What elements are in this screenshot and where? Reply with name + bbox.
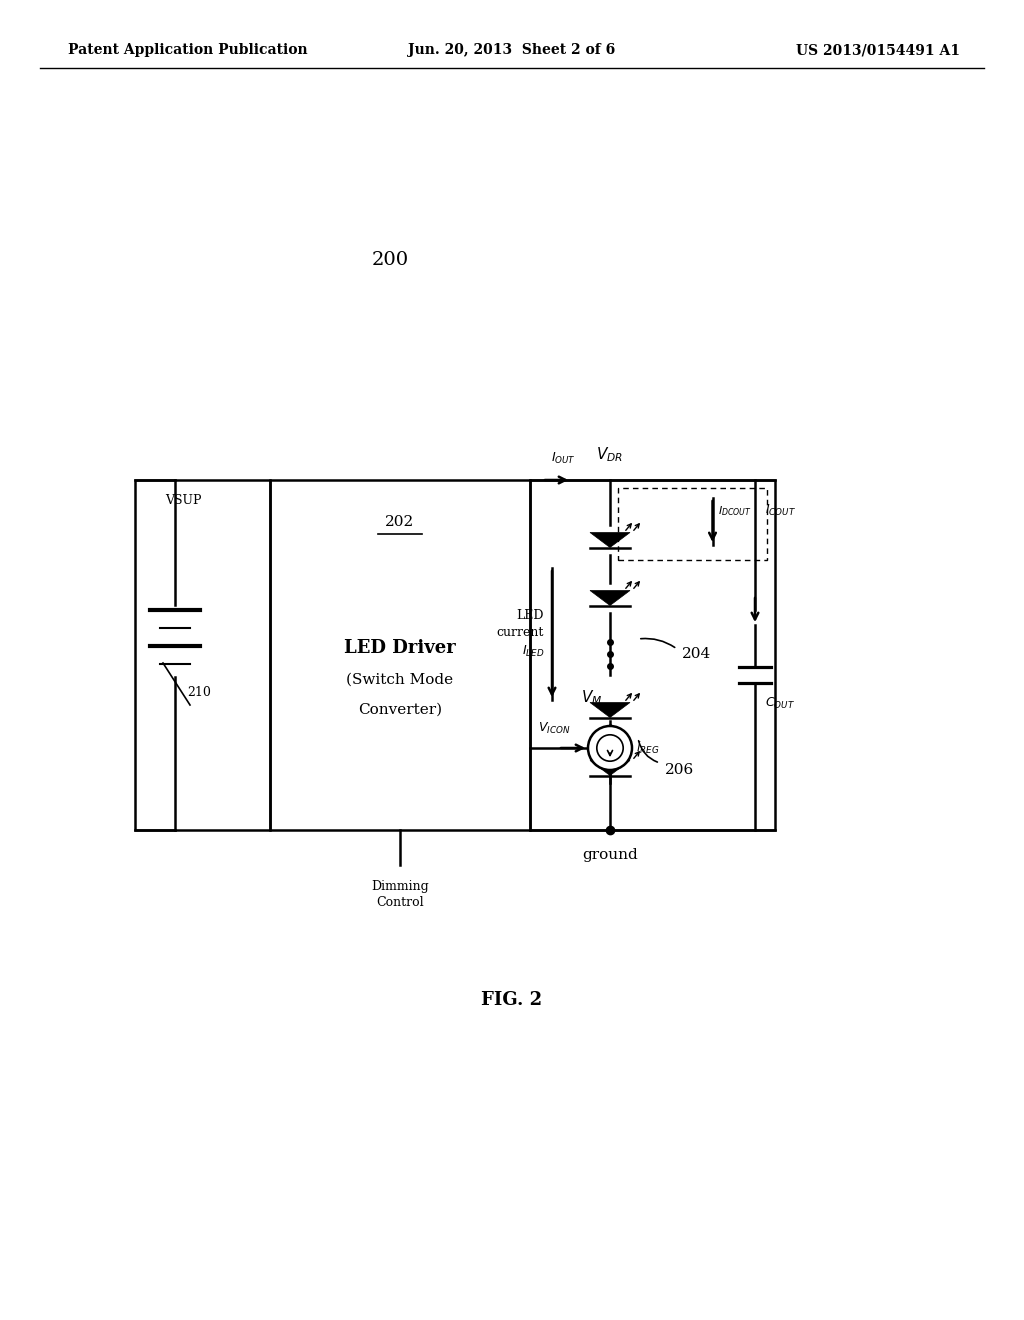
Text: $I_{OUT}$: $I_{OUT}$: [551, 451, 575, 466]
Polygon shape: [590, 590, 630, 606]
Bar: [618, 488, 767, 560]
Text: LED Driver: LED Driver: [344, 639, 456, 657]
Circle shape: [588, 726, 632, 770]
Circle shape: [597, 735, 624, 762]
Bar: [530, 480, 775, 830]
Text: (Switch Mode: (Switch Mode: [346, 673, 454, 686]
Text: $C_{OUT}$: $C_{OUT}$: [765, 696, 795, 710]
Text: $I_{DCOUT}$: $I_{DCOUT}$: [718, 504, 752, 519]
Text: $V_{ICON}$: $V_{ICON}$: [538, 721, 570, 737]
Text: Converter): Converter): [358, 704, 442, 717]
Text: 210: 210: [187, 686, 211, 700]
Bar: [270, 480, 530, 830]
Text: 202: 202: [385, 515, 415, 529]
Polygon shape: [590, 702, 630, 718]
Text: $I_{COUT}$: $I_{COUT}$: [765, 503, 796, 517]
Text: US 2013/0154491 A1: US 2013/0154491 A1: [796, 44, 961, 57]
Bar: [135, 480, 270, 830]
Text: LED
current
$I_{LED}$: LED current $I_{LED}$: [497, 610, 544, 659]
Text: 200: 200: [372, 251, 409, 269]
Text: FIG. 2: FIG. 2: [481, 991, 543, 1008]
Text: 204: 204: [682, 647, 712, 661]
Text: Jun. 20, 2013  Sheet 2 of 6: Jun. 20, 2013 Sheet 2 of 6: [409, 44, 615, 57]
Text: Dimming
Control: Dimming Control: [371, 880, 429, 909]
Polygon shape: [590, 760, 630, 776]
Text: $V_{DR}$: $V_{DR}$: [597, 445, 624, 465]
Polygon shape: [590, 532, 630, 548]
Text: VSUP: VSUP: [165, 494, 202, 507]
Text: ground: ground: [582, 847, 638, 862]
Text: $V_M$: $V_M$: [581, 689, 602, 708]
Text: $i_{REG}$: $i_{REG}$: [636, 741, 659, 756]
Text: Patent Application Publication: Patent Application Publication: [68, 44, 307, 57]
Text: 206: 206: [665, 763, 694, 777]
